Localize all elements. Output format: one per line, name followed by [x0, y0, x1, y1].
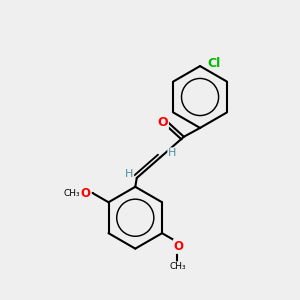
Text: O: O	[174, 240, 184, 253]
Text: H: H	[125, 169, 134, 178]
Text: CH₃: CH₃	[169, 262, 186, 271]
Text: Cl: Cl	[207, 57, 221, 70]
Text: CH₃: CH₃	[63, 189, 80, 198]
Text: O: O	[81, 187, 91, 200]
Text: H: H	[168, 148, 176, 158]
Text: O: O	[157, 116, 168, 128]
